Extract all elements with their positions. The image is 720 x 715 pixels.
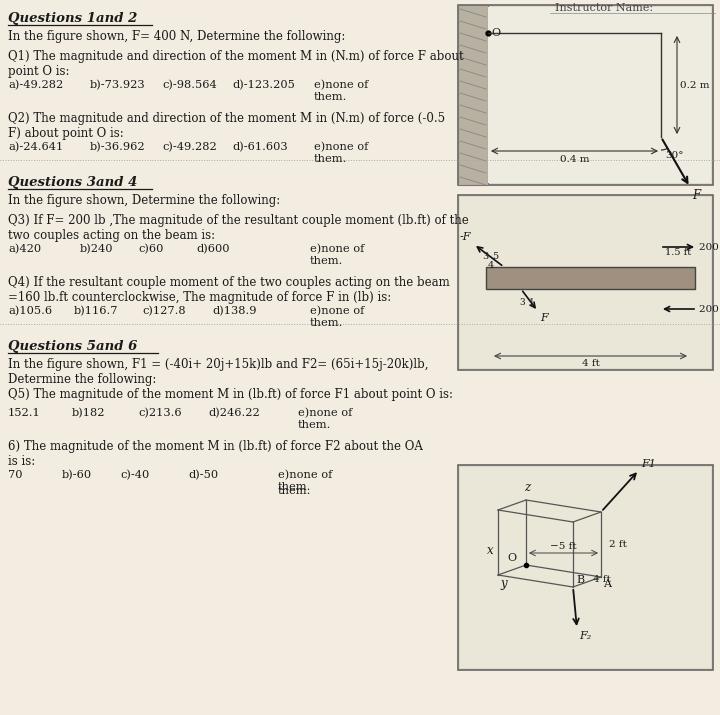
Text: O: O <box>491 28 500 38</box>
Text: b)116.7: b)116.7 <box>74 306 119 316</box>
Text: 1.5 ft: 1.5 ft <box>665 248 691 257</box>
Text: d)138.9: d)138.9 <box>212 306 256 316</box>
Text: In the figure shown, F= 400 N, Determine the following:: In the figure shown, F= 400 N, Determine… <box>8 30 346 43</box>
Text: 6) The magnitude of the moment M in (lb.ft) of force F2 about the OA
is is:: 6) The magnitude of the moment M in (lb.… <box>8 440 423 468</box>
Text: 4 ft: 4 ft <box>582 359 600 368</box>
Text: e)none of
them.: e)none of them. <box>310 244 364 266</box>
Text: a)105.6: a)105.6 <box>8 306 52 316</box>
Text: y: y <box>500 577 507 590</box>
Text: a)420: a)420 <box>8 244 41 255</box>
Text: e)none of
them.: e)none of them. <box>314 80 369 102</box>
Text: c)-40: c)-40 <box>120 470 149 480</box>
Text: d)600: d)600 <box>196 244 230 255</box>
Text: b)-60: b)-60 <box>62 470 92 480</box>
Bar <box>458 5 713 185</box>
Text: e)none of
them.: e)none of them. <box>278 470 333 492</box>
Text: 1: 1 <box>529 298 535 307</box>
Text: 2 ft: 2 ft <box>609 540 627 549</box>
Text: In the figure shown, Determine the following:: In the figure shown, Determine the follo… <box>8 194 280 207</box>
Text: 3: 3 <box>519 298 525 307</box>
Text: O: O <box>507 553 516 563</box>
Text: d)246.22: d)246.22 <box>208 408 260 418</box>
Text: 30°: 30° <box>665 151 683 160</box>
Bar <box>458 465 713 670</box>
Text: 0.2 m: 0.2 m <box>680 81 709 89</box>
Text: 4 ft: 4 ft <box>593 574 611 583</box>
Text: x: x <box>487 544 494 557</box>
Text: 152.1: 152.1 <box>8 408 41 418</box>
Bar <box>486 267 695 289</box>
Text: c)127.8: c)127.8 <box>142 306 186 316</box>
Text: d)-123.205: d)-123.205 <box>232 80 295 90</box>
Text: B: B <box>576 575 584 585</box>
Text: e)none of
them.: e)none of them. <box>314 142 369 164</box>
Text: them.: them. <box>278 486 311 496</box>
Bar <box>460 197 711 368</box>
Text: Q4) If the resultant couple moment of the two couples acting on the beam
=160 lb: Q4) If the resultant couple moment of th… <box>8 276 450 304</box>
Bar <box>458 195 713 370</box>
Text: Q3) If F= 200 lb ,The magnitude of the resultant couple moment (lb.ft) of the
tw: Q3) If F= 200 lb ,The magnitude of the r… <box>8 214 469 242</box>
Text: 0.4 m: 0.4 m <box>559 155 589 164</box>
Text: c)-49.282: c)-49.282 <box>162 142 217 152</box>
Text: a)-24.641: a)-24.641 <box>8 142 63 152</box>
Bar <box>460 467 711 668</box>
Bar <box>458 5 488 185</box>
Text: d)-50: d)-50 <box>188 470 218 480</box>
Text: Instructor Name:: Instructor Name: <box>555 3 653 13</box>
Text: d)-61.603: d)-61.603 <box>232 142 287 152</box>
Text: 4: 4 <box>487 260 494 270</box>
Text: 5: 5 <box>492 252 498 260</box>
Text: a)-49.282: a)-49.282 <box>8 80 63 90</box>
Text: Questions 1and 2: Questions 1and 2 <box>8 12 138 25</box>
Text: 3: 3 <box>482 252 489 260</box>
Text: F1: F1 <box>641 459 656 469</box>
Text: b)240: b)240 <box>80 244 114 255</box>
Text: F: F <box>692 189 700 202</box>
Text: z: z <box>524 481 530 494</box>
Text: F: F <box>540 313 548 323</box>
Bar <box>488 7 711 183</box>
Text: Questions 5and 6: Questions 5and 6 <box>8 340 138 353</box>
Text: F₂: F₂ <box>579 631 591 641</box>
Text: 70: 70 <box>8 470 22 480</box>
Text: b)-36.962: b)-36.962 <box>90 142 145 152</box>
Text: −5 ft: −5 ft <box>550 542 577 551</box>
Text: Q2) The magnitude and direction of the moment M in (N.m) of force (-0.5
F) about: Q2) The magnitude and direction of the m… <box>8 112 445 140</box>
Text: b)-73.923: b)-73.923 <box>90 80 145 90</box>
Text: Q5) The magnitude of the moment M in (lb.ft) of force F1 about point O is:: Q5) The magnitude of the moment M in (lb… <box>8 388 453 401</box>
Text: A: A <box>603 579 611 589</box>
Text: c)60: c)60 <box>138 244 163 255</box>
Text: 200 lb: 200 lb <box>699 305 720 313</box>
Text: e)none of
them.: e)none of them. <box>298 408 352 430</box>
Text: In the figure shown, F1 = (-40i+ 20j+15k)lb and F2= (65i+15j-20k)lb,
Determine t: In the figure shown, F1 = (-40i+ 20j+15k… <box>8 358 428 386</box>
Text: Q1) The magnitude and direction of the moment M in (N.m) of force F about
point : Q1) The magnitude and direction of the m… <box>8 50 464 78</box>
Text: c)-98.564: c)-98.564 <box>162 80 217 90</box>
Text: b)182: b)182 <box>72 408 106 418</box>
Text: 200 lb: 200 lb <box>699 242 720 252</box>
Text: c)213.6: c)213.6 <box>138 408 181 418</box>
Text: -F: -F <box>459 232 471 242</box>
Text: Questions 3and 4: Questions 3and 4 <box>8 176 138 189</box>
Text: e)none of
them.: e)none of them. <box>310 306 364 328</box>
